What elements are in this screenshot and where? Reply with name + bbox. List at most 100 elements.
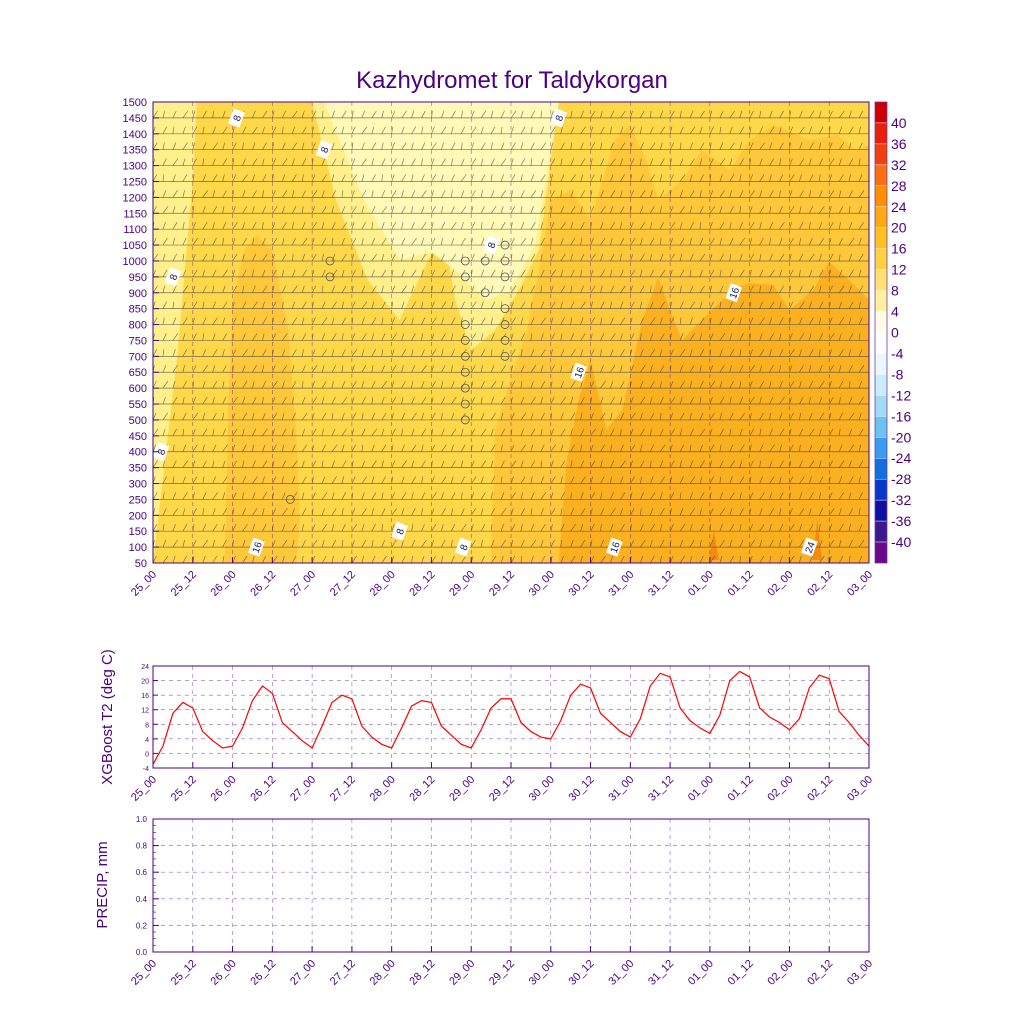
barb-flag xyxy=(789,206,795,214)
calm-circle xyxy=(500,320,510,329)
barb-flag xyxy=(301,110,305,119)
barb-flag xyxy=(580,333,586,341)
barb-flag xyxy=(848,444,855,452)
barb-flag xyxy=(858,142,863,150)
barb-flag xyxy=(281,412,285,421)
barb-flag xyxy=(351,380,357,389)
barb-flag xyxy=(301,349,304,357)
barb-flag xyxy=(272,206,278,214)
barb-flag xyxy=(341,349,346,357)
barb-flag xyxy=(411,412,417,421)
barb-flag xyxy=(838,396,841,405)
barb-flag xyxy=(341,333,344,341)
barb-flag xyxy=(818,396,823,405)
barb-flag xyxy=(222,142,226,150)
barb-flag xyxy=(749,539,755,548)
barb-flag xyxy=(510,174,516,182)
barb-flag xyxy=(341,381,346,389)
barb-flag xyxy=(838,142,845,150)
barb-flag xyxy=(759,476,763,484)
x-tick-label: 25_00 xyxy=(129,569,159,599)
barb-flag xyxy=(192,349,195,357)
barb-flag xyxy=(530,524,535,532)
barb-flag xyxy=(610,396,615,405)
barb-flag xyxy=(669,158,672,166)
barb-flag xyxy=(659,333,665,341)
barb-flag xyxy=(480,428,487,437)
barb-flag xyxy=(411,444,417,452)
barb-flag xyxy=(460,508,465,516)
barb-flag xyxy=(480,126,484,134)
y-tick-label: 1500 xyxy=(123,97,147,109)
barb-flag xyxy=(510,190,514,198)
barb-flag xyxy=(639,476,643,484)
barb-flag xyxy=(809,285,815,293)
calm-circle xyxy=(460,383,470,393)
barb-flag xyxy=(818,158,823,166)
x-tick-label: 27_00 xyxy=(288,958,318,988)
barb-flag xyxy=(719,524,723,532)
barb-flag xyxy=(451,396,457,405)
barb-flag xyxy=(252,508,258,516)
barb-flag xyxy=(600,102,601,103)
barb-flag xyxy=(629,492,633,500)
barb-flag xyxy=(361,444,364,452)
barb-flag xyxy=(689,412,692,420)
barb-flag xyxy=(470,126,477,134)
colorbar-label: -20 xyxy=(891,429,911,445)
barb-flag xyxy=(828,508,835,516)
barb-flag xyxy=(431,555,436,563)
barb-flag xyxy=(182,444,187,452)
barb-flag xyxy=(381,476,386,484)
barb-flag xyxy=(550,269,557,278)
barb-flag xyxy=(779,269,783,277)
barb-flag xyxy=(491,102,492,103)
barb-flag xyxy=(271,174,274,182)
barb-flag xyxy=(719,428,724,436)
barb-flag xyxy=(511,102,512,103)
barb-flag xyxy=(431,380,436,389)
barb-flag xyxy=(858,460,864,468)
barb-flag xyxy=(600,269,606,278)
barb-flag xyxy=(232,174,237,182)
barb-flag xyxy=(281,110,286,119)
barb-flag xyxy=(252,524,255,532)
barb-flag xyxy=(460,492,463,500)
barb-flag xyxy=(570,444,575,452)
barb-flag xyxy=(729,428,732,436)
barb-flag xyxy=(858,285,864,293)
barb-flag xyxy=(291,301,296,309)
barb-flag xyxy=(431,539,434,548)
contour-label-bg xyxy=(315,140,333,160)
barb-flag xyxy=(560,524,565,532)
barb-flag xyxy=(371,206,376,214)
barb-flag xyxy=(580,539,586,548)
barb-flag xyxy=(789,126,794,134)
barb-flag xyxy=(729,524,735,532)
barb-flag xyxy=(401,412,406,421)
barb-flag xyxy=(441,381,444,389)
calm-circle xyxy=(500,304,510,314)
barb-flag xyxy=(799,365,804,373)
barb-flag xyxy=(470,476,477,484)
barb-flag xyxy=(679,237,685,246)
barb-flag xyxy=(351,110,354,118)
barb-flag xyxy=(480,476,484,484)
barb-flag xyxy=(262,126,265,134)
barb-flag xyxy=(719,110,724,119)
barb-flag xyxy=(361,301,368,309)
barb-flag xyxy=(232,237,236,246)
x-tick-label: 31_12 xyxy=(646,569,676,599)
barb-flag xyxy=(361,476,368,484)
barb-flag xyxy=(222,476,228,484)
barb-flag xyxy=(431,301,435,309)
barb-flag xyxy=(689,190,695,198)
barb-flag xyxy=(232,221,238,230)
barb-flag xyxy=(699,237,704,246)
barb-flag xyxy=(858,396,864,405)
barb-flag xyxy=(779,555,783,563)
barb-flag xyxy=(252,190,257,198)
barb-flag xyxy=(650,102,651,103)
barb-flag xyxy=(451,492,456,500)
barb-flag xyxy=(311,285,317,293)
